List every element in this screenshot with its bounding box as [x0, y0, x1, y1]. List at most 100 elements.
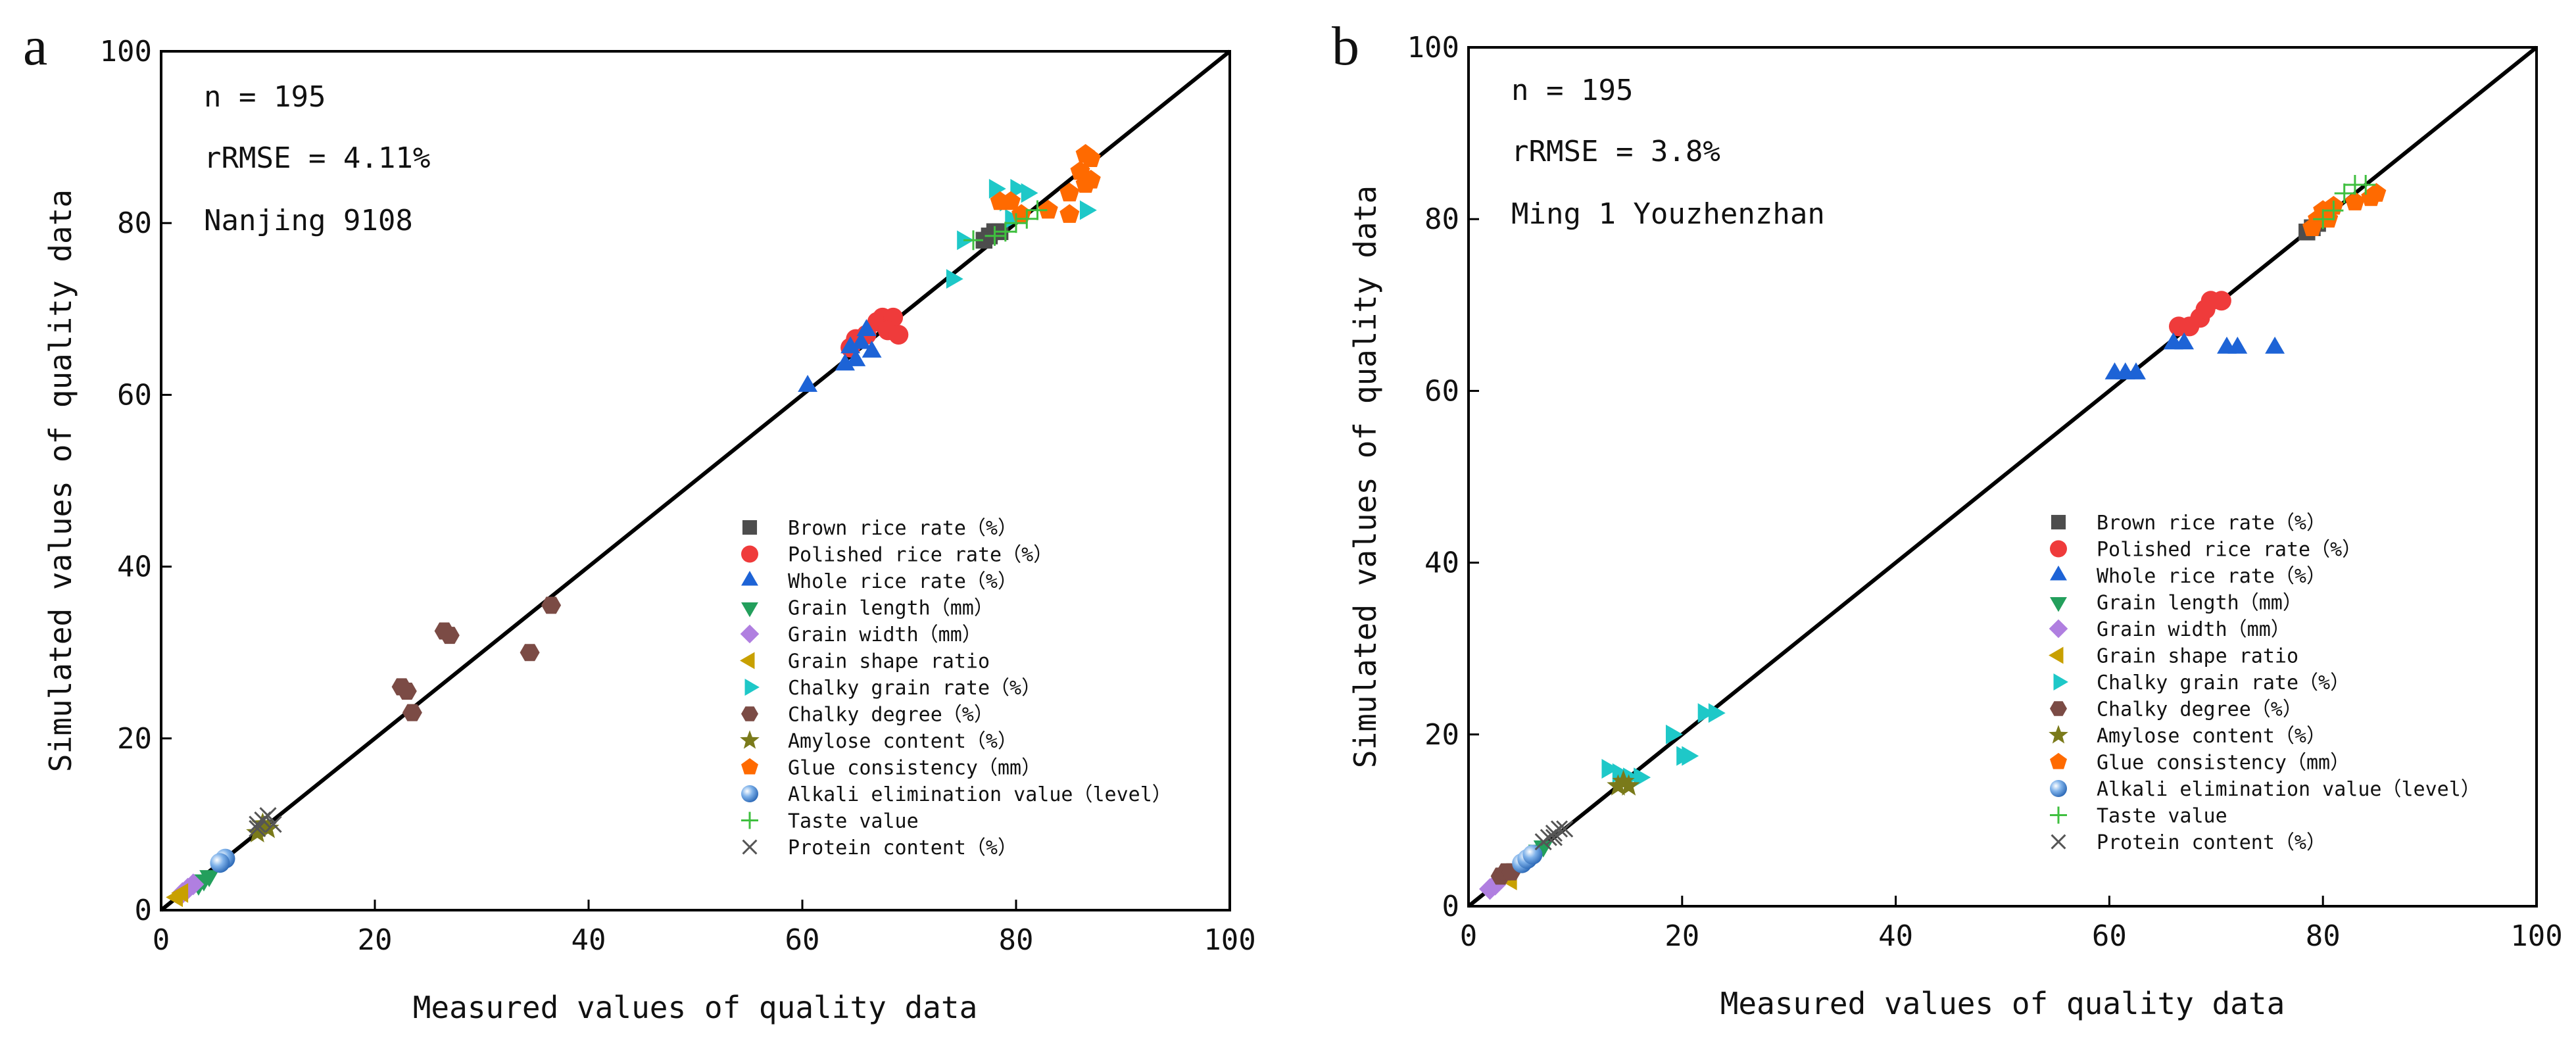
data-point [1545, 829, 1563, 846]
data-point [402, 704, 422, 721]
data-point [888, 325, 909, 345]
data-point [840, 336, 861, 354]
data-point [1081, 170, 1101, 189]
data-point [171, 883, 189, 903]
data-point [1081, 148, 1101, 168]
data-point [835, 353, 855, 371]
x-tick-label: 80 [999, 923, 1034, 957]
legend-marker [741, 812, 758, 829]
tick-layer: 0 20 40 60 80 100 0 20 40 60 80 100 [1407, 31, 2563, 953]
data-point [520, 644, 540, 662]
annotation-n: n = 195 [204, 80, 326, 114]
data-point [946, 269, 963, 289]
data-point [249, 819, 266, 837]
y-tick-label: 0 [135, 894, 153, 927]
legend-label: Amylose content（%） [2097, 725, 2326, 748]
legend-marker [741, 758, 758, 775]
legend-label: Whole rice rate（%） [2097, 565, 2326, 588]
data-point [1612, 769, 1635, 792]
legend-label: Grain shape ratio [2097, 645, 2298, 668]
data-point [2313, 209, 2333, 230]
legend-label: Grain shape ratio [788, 650, 990, 673]
legend-label: Polished rice rate（%） [2097, 539, 2362, 562]
data-point [264, 815, 282, 833]
data-point [2195, 299, 2216, 320]
y-tick-label: 100 [100, 35, 152, 68]
data-point [1682, 746, 1699, 766]
data-point [846, 349, 866, 366]
legend-marker [741, 571, 758, 586]
tick-layer: 0 20 40 60 80 100 0 20 40 60 80 100 [100, 35, 1256, 957]
legend-label: Taste value [788, 810, 919, 833]
y-tick-label: 40 [1424, 546, 1459, 580]
data-point [2174, 332, 2195, 350]
x-tick-label: 100 [1203, 923, 1255, 957]
data-point [963, 230, 983, 251]
data-point [2366, 183, 2387, 202]
chart-panel-a: a 0 20 40 60 80 100 0 20 40 60 80 100 n = 195 rRMSE… [23, 16, 1256, 1025]
legend-marker [2053, 673, 2068, 691]
plot-frame [1467, 46, 2538, 908]
x-tick-label: 100 [2510, 919, 2562, 953]
data-point [2227, 336, 2248, 354]
y-tick-label: 0 [1442, 890, 1460, 923]
data-point [988, 179, 1006, 199]
data-point [995, 222, 1015, 242]
legend-marker [2050, 597, 2067, 612]
legend-marker [2049, 646, 2064, 664]
legend-label: Grain length（mm） [2097, 592, 2302, 615]
y-tick-label: 100 [1407, 31, 1459, 64]
annotation-rrmse: rRMSE = 3.8% [1511, 135, 1720, 168]
legend-label: Protein content（%） [2097, 831, 2326, 854]
data-points [166, 143, 1101, 908]
data-point [2126, 362, 2146, 379]
x-tick-label: 20 [358, 923, 393, 957]
plot-frame [160, 50, 1231, 911]
x-axis-label: Measured values of quality data [1720, 986, 2285, 1021]
data-point [851, 331, 871, 349]
legend-marker [742, 839, 758, 855]
legend-label: Chalky grain rate（%） [788, 677, 1041, 700]
data-point [1607, 774, 1630, 796]
x-tick-label: 20 [1665, 919, 1699, 953]
data-point [2356, 175, 2376, 195]
legend-label: Brown rice rate（%） [2097, 512, 2326, 535]
identity-line [160, 49, 1231, 912]
annotation-rrmse: rRMSE = 4.11% [204, 141, 430, 175]
data-point [256, 816, 279, 838]
data-points [1479, 175, 2387, 900]
legend-label: Grain width（mm） [2097, 618, 2291, 641]
legend-marker [741, 602, 758, 618]
data-point [1006, 213, 1026, 233]
data-point [259, 807, 277, 825]
data-point [439, 627, 460, 644]
data-point [1010, 179, 1028, 199]
panel-label-a: a [23, 16, 47, 77]
legend-marker [2050, 780, 2067, 797]
data-point [798, 375, 818, 392]
legend-marker [2050, 806, 2067, 824]
legend-label: Whole rice rate（%） [788, 570, 1017, 593]
data-point [984, 226, 1005, 246]
y-tick-label: 60 [1424, 374, 1459, 408]
chart-panel-b: b 0 20 40 60 80 100 0 20 40 60 80 100 n = 195 rRMSE… [1332, 16, 2563, 1021]
annotation-n: n = 195 [1511, 74, 1633, 107]
data-point [1556, 820, 1574, 838]
legend-marker [740, 730, 760, 749]
data-point [1059, 182, 1080, 202]
y-axis-label: Simulated values of quality data [1348, 185, 1383, 768]
y-tick-label: 60 [117, 378, 152, 412]
data-point [1708, 703, 1726, 723]
data-point [2265, 336, 2285, 354]
data-point [1697, 703, 1715, 723]
legend-marker [2051, 834, 2066, 850]
data-point [1059, 204, 1080, 223]
legend-marker [742, 520, 758, 535]
x-tick-label: 0 [1460, 919, 1478, 953]
legend-label: Brown rice rate（%） [788, 517, 1017, 540]
legend-marker [2050, 701, 2067, 716]
data-point [856, 319, 877, 337]
legend-label: Protein content（%） [788, 837, 1017, 860]
legend-marker [740, 652, 755, 669]
x-tick-label: 40 [1878, 919, 1913, 953]
